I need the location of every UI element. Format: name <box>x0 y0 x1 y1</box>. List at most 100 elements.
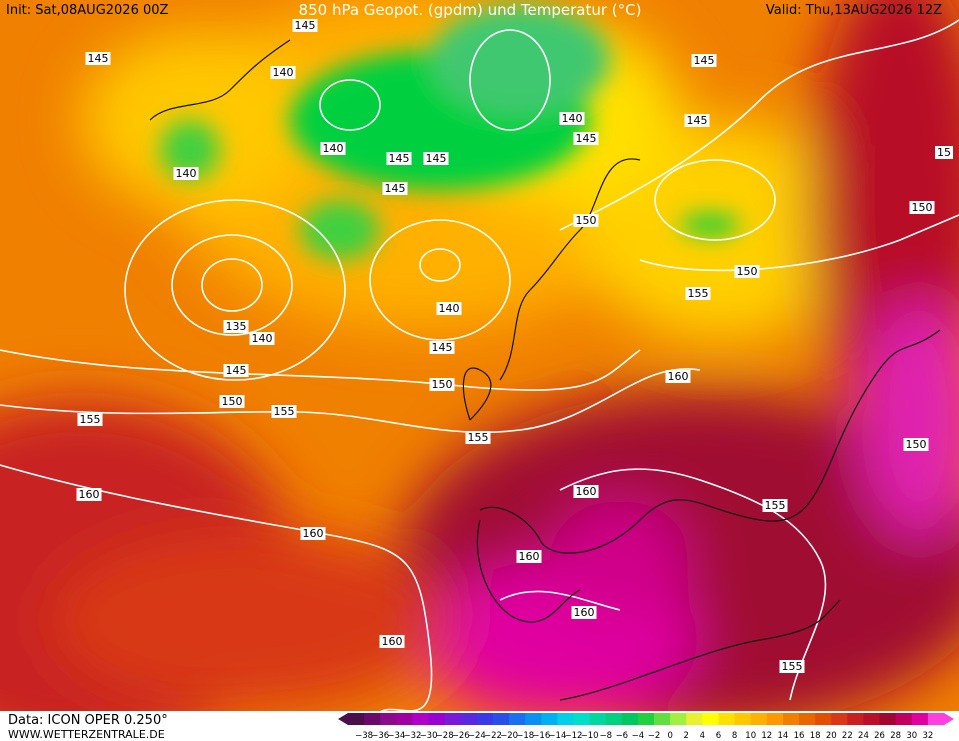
contour-label: 155 <box>782 660 803 673</box>
contour-label: 155 <box>274 405 295 418</box>
colorbar-swatch <box>621 713 639 725</box>
contour-label: 160 <box>574 606 595 619</box>
colorbar-label: 12 <box>761 731 772 741</box>
contour-label: 150 <box>576 214 597 227</box>
colorbar-arrow <box>944 713 954 725</box>
colorbar-label: −28 <box>436 731 454 741</box>
contour-label-box <box>271 405 297 418</box>
contour-label-box <box>386 152 412 165</box>
colorbar-swatch <box>637 713 655 725</box>
contour-label-box <box>685 287 711 300</box>
colorbar-label: −2 <box>648 731 661 741</box>
colorbar-label: 2 <box>684 731 689 741</box>
colorbar-swatch <box>412 713 430 725</box>
contour-label-box <box>573 132 599 145</box>
contour-labels: 145 145 140 140 145 145 145 140 140 145 145 145 150 1… <box>76 19 953 673</box>
contour-label-box <box>320 142 346 155</box>
colorbar-swatch <box>847 713 864 725</box>
map-title: 850 hPa Geopot. (gpdm) und Temperatur (°… <box>299 1 642 19</box>
contour-label-box <box>173 167 199 180</box>
colorbar-swatch <box>911 713 929 725</box>
contour-label-box <box>85 52 111 65</box>
colorbar-label: −30 <box>420 731 438 741</box>
contour-label: 145 <box>694 54 715 67</box>
contour-label: 140 <box>252 332 273 345</box>
colorbar-label: −38 <box>355 731 373 741</box>
colorbar-label: 28 <box>890 731 901 741</box>
colorbar-swatch <box>428 713 446 725</box>
colorbar-swatch <box>525 713 542 725</box>
colorbar-swatch <box>670 713 687 725</box>
colorbar-swatch <box>573 713 591 725</box>
colorbar: −38−36−34−32−30−28−26−24−22−20−18−16−14−… <box>338 713 954 741</box>
contour-label-box <box>436 302 462 315</box>
colorbar-label: −32 <box>403 731 421 741</box>
colorbar-label: 14 <box>778 731 789 741</box>
contour-label-box <box>77 413 103 426</box>
colorbar-swatch <box>927 713 945 725</box>
colorbar-label: 0 <box>667 731 672 741</box>
contour-label-box <box>516 550 542 563</box>
colorbar-label: 24 <box>858 731 869 741</box>
colorbar-swatch <box>348 713 365 725</box>
colorbar-swatch <box>879 713 897 725</box>
contour-label-box <box>270 66 296 79</box>
contour-label-box <box>903 438 929 451</box>
colorbar-swatch <box>396 713 413 725</box>
contour-label-box <box>762 499 788 512</box>
coastlines <box>149 39 941 701</box>
colorbar-swatch <box>815 713 832 725</box>
contour-label-box <box>300 527 326 540</box>
colorbar-arrow <box>338 713 348 725</box>
contour-label: 155 <box>688 287 709 300</box>
contour-label: 140 <box>439 302 460 315</box>
colorbar-swatch <box>702 713 719 725</box>
colorbar-swatch <box>782 713 800 725</box>
contour-label: 145 <box>576 132 597 145</box>
contour-label: 145 <box>687 114 708 127</box>
contour-label: 140 <box>323 142 344 155</box>
contour-label: 160 <box>576 485 597 498</box>
colorbar-swatch <box>541 713 558 725</box>
contour-label: 160 <box>303 527 324 540</box>
colorbar-label: −12 <box>565 731 583 741</box>
contour-label: 145 <box>385 182 406 195</box>
colorbar-label: −14 <box>548 731 566 741</box>
website-url: WWW.WETTERZENTRALE.DE <box>8 728 165 741</box>
contour-label: 145 <box>432 341 453 354</box>
colorbar-label: 30 <box>906 731 917 741</box>
colorbar-swatch <box>654 713 671 725</box>
contour-label-box <box>571 606 597 619</box>
contour-label: 150 <box>432 378 453 391</box>
contour-label-box <box>76 488 102 501</box>
colorbar-label: −18 <box>516 731 534 741</box>
contour-label: 145 <box>389 152 410 165</box>
colorbar-label: −8 <box>599 731 612 741</box>
contour-label-box <box>691 54 717 67</box>
colorbar-swatch <box>766 713 784 725</box>
colorbar-label: 18 <box>810 731 821 741</box>
contour-label: 150 <box>222 395 243 408</box>
colorbar-swatch <box>380 713 397 725</box>
contour-label: 150 <box>737 265 758 278</box>
colorbar-swatch <box>686 713 703 725</box>
colorbar-swatch <box>718 713 736 725</box>
contour-label: 140 <box>176 167 197 180</box>
colorbar-label: 16 <box>794 731 805 741</box>
contour-label-box <box>573 214 599 227</box>
colorbar-swatch <box>750 713 768 725</box>
colorbar-label: −26 <box>452 731 470 741</box>
contour-label: 135 <box>226 320 247 333</box>
contour-label-box <box>465 431 491 444</box>
colorbar-label: −20 <box>500 731 518 741</box>
colorbar-swatch <box>831 713 848 725</box>
colorbar-label: 22 <box>842 731 853 741</box>
colorbar-swatch <box>460 713 478 725</box>
colorbar-swatch <box>589 713 607 725</box>
contour-label-box <box>779 660 805 673</box>
contour-label-box <box>223 320 249 333</box>
contour-label-box <box>219 395 245 408</box>
contour-label: 155 <box>80 413 101 426</box>
